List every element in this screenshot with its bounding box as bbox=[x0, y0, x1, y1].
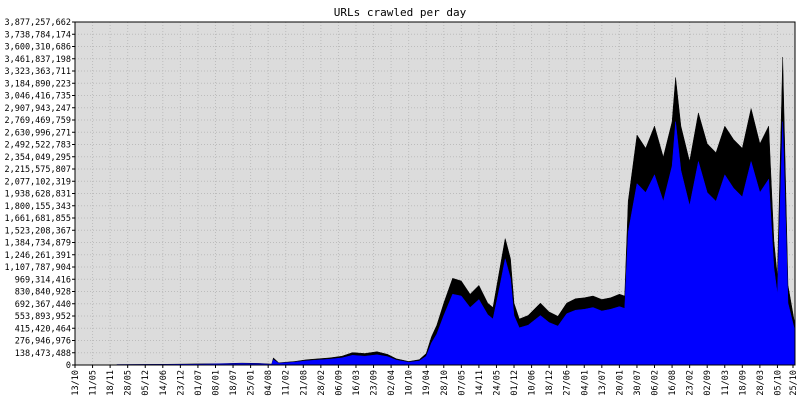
y-tick-label: 1,107,787,904 bbox=[4, 263, 71, 273]
y-tick-label: 1,661,681,855 bbox=[4, 214, 71, 224]
y-tick-label: 276,946,976 bbox=[15, 337, 71, 347]
x-tick-label: 28/10 bbox=[440, 370, 450, 396]
x-tick-label: 30/07 bbox=[633, 370, 643, 396]
series-inner-area bbox=[75, 121, 796, 366]
x-tick-label: 08/01 bbox=[211, 370, 221, 396]
x-tick-label: 27/06 bbox=[563, 370, 573, 396]
x-tick-label: 19/04 bbox=[422, 370, 432, 396]
y-tick-label: 0 bbox=[66, 361, 71, 371]
x-tick-label: 18/09 bbox=[738, 370, 748, 396]
y-tick-label: 1,938,628,831 bbox=[4, 190, 71, 200]
y-tick-label: 2,630,996,271 bbox=[4, 128, 71, 138]
series-layer bbox=[75, 57, 796, 366]
x-tick-label: 25/01 bbox=[247, 370, 257, 396]
x-axis: 13/10 11/05 18/11 28/05 05/12 14/06 23/12 01/07… bbox=[71, 365, 799, 396]
y-tick-label: 2,215,575,807 bbox=[4, 165, 71, 175]
y-tick-label: 3,600,310,686 bbox=[4, 43, 71, 53]
x-tick-label: 14/06 bbox=[159, 370, 169, 396]
y-tick-label: 3,046,416,735 bbox=[4, 92, 71, 102]
x-tick-label: 11/03 bbox=[721, 370, 731, 396]
y-tick-label: 3,461,837,198 bbox=[4, 55, 71, 65]
x-tick-label: 18/11 bbox=[106, 370, 116, 396]
y-tick-label: 2,077,102,319 bbox=[4, 177, 71, 187]
x-tick-label: 11/02 bbox=[282, 370, 292, 396]
chart-title: URLs crawled per day bbox=[334, 6, 467, 19]
y-axis: 0 138,473,488 276,946,976 415,420,464 553,89… bbox=[4, 18, 75, 371]
x-tick-label: 05/10 bbox=[773, 370, 783, 396]
y-tick-label: 415,420,464 bbox=[15, 324, 71, 334]
y-tick-label: 2,769,469,759 bbox=[4, 116, 71, 126]
x-tick-label: 28/05 bbox=[124, 370, 134, 396]
y-tick-label: 3,184,890,223 bbox=[4, 79, 71, 89]
x-tick-label: 25/10 bbox=[789, 370, 799, 396]
x-tick-label: 16/03 bbox=[352, 370, 362, 396]
x-tick-label: 14/11 bbox=[475, 370, 485, 396]
x-tick-label: 20/01 bbox=[615, 370, 625, 396]
x-tick-label: 01/12 bbox=[510, 370, 520, 396]
x-tick-label: 06/09 bbox=[334, 370, 344, 396]
x-tick-label: 07/05 bbox=[457, 370, 467, 396]
x-tick-label: 02/04 bbox=[387, 370, 397, 396]
y-tick-label: 830,840,928 bbox=[15, 288, 71, 298]
y-tick-label: 2,354,049,295 bbox=[4, 153, 71, 163]
x-tick-label: 21/08 bbox=[299, 370, 309, 396]
x-tick-label: 04/08 bbox=[264, 370, 274, 396]
x-tick-label: 11/05 bbox=[89, 370, 99, 396]
x-tick-label: 23/12 bbox=[176, 370, 186, 396]
y-tick-label: 2,492,522,783 bbox=[4, 141, 71, 151]
y-tick-label: 2,907,943,247 bbox=[4, 104, 71, 114]
y-tick-label: 553,893,952 bbox=[15, 312, 71, 322]
x-tick-label: 02/09 bbox=[703, 370, 713, 396]
x-tick-label: 28/02 bbox=[317, 370, 327, 396]
y-tick-label: 1,384,734,879 bbox=[4, 239, 71, 249]
y-tick-label: 1,523,208,367 bbox=[4, 226, 71, 236]
y-tick-label: 3,323,363,711 bbox=[4, 67, 71, 77]
x-tick-label: 18/07 bbox=[229, 370, 239, 396]
x-tick-label: 13/10 bbox=[71, 370, 81, 396]
x-tick-label: 10/06 bbox=[528, 370, 538, 396]
x-tick-label: 06/02 bbox=[651, 370, 661, 396]
x-tick-label: 18/12 bbox=[545, 370, 555, 396]
y-tick-label: 138,473,488 bbox=[15, 349, 71, 359]
y-tick-label: 1,800,155,343 bbox=[4, 202, 71, 212]
y-tick-label: 1,246,261,391 bbox=[4, 251, 71, 261]
x-tick-label: 23/02 bbox=[686, 370, 696, 396]
x-tick-label: 01/07 bbox=[194, 370, 204, 396]
x-tick-label: 05/12 bbox=[141, 370, 151, 396]
x-tick-label: 23/09 bbox=[370, 370, 380, 396]
x-tick-label: 04/01 bbox=[580, 370, 590, 396]
x-tick-label: 24/05 bbox=[492, 370, 502, 396]
y-tick-label: 692,367,440 bbox=[15, 300, 71, 310]
y-tick-label: 3,877,257,662 bbox=[4, 18, 71, 28]
x-tick-label: 28/03 bbox=[756, 370, 766, 396]
x-tick-label: 16/08 bbox=[668, 370, 678, 396]
y-tick-label: 3,738,784,174 bbox=[4, 30, 71, 40]
x-tick-label: 13/07 bbox=[598, 370, 608, 396]
y-tick-label: 969,314,416 bbox=[15, 275, 71, 285]
x-tick-label: 10/10 bbox=[405, 370, 415, 396]
